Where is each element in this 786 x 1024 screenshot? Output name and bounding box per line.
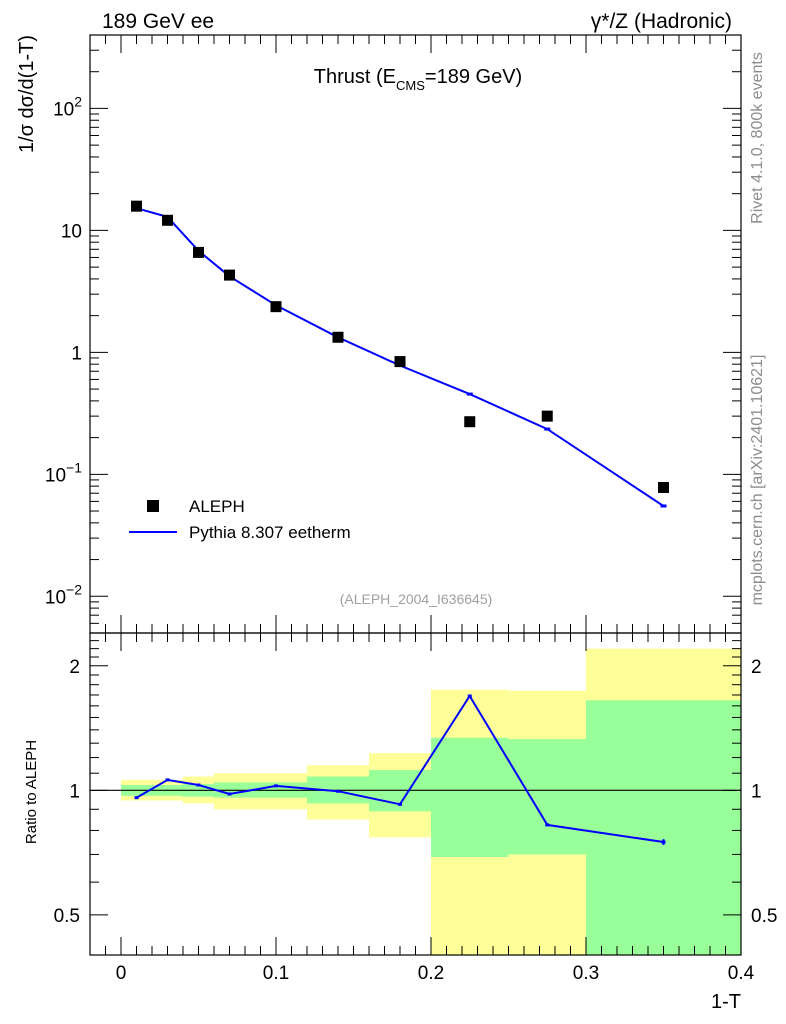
ratio-panel: 0.5 0.51 12 2 0 0.1 0.2 0.3 0.4 Ratio to ALEPH …: [23, 632, 777, 1013]
aleph-point: [193, 246, 204, 258]
main-y-tick-label: 10−2: [45, 581, 82, 608]
header-left: 189 GeV ee: [102, 10, 214, 33]
ratio-y-ticks: 0.5 0.5 1 1 2 2: [54, 632, 777, 956]
main-y-tick-label: 10: [61, 221, 82, 242]
ratio-y-tick-label-right: 2: [751, 657, 762, 678]
ratio-bands: [121, 648, 741, 955]
aleph-point: [270, 301, 282, 313]
header-right: γ*/Z (Hadronic): [591, 10, 732, 33]
tick-exp: 2: [74, 93, 82, 109]
aleph-point: [658, 481, 669, 493]
ratio-line: [136, 694, 664, 843]
main-x-ticks: [89, 35, 742, 633]
ratio-y-tick-label: 2: [69, 657, 80, 678]
main-frame: [89, 34, 742, 634]
tick-exp: −2: [66, 581, 82, 597]
main-title: Thrust (ECMS=189 GeV): [314, 66, 522, 93]
aleph-point: [131, 200, 142, 212]
x-tick-label: 0.2: [418, 963, 444, 984]
aleph-point: [394, 356, 406, 368]
ratio-y-tick-label: 0.5: [54, 906, 80, 927]
main-y-tick-label: 1: [71, 343, 82, 364]
ratio-band-green: [431, 737, 509, 858]
x-axis-label: 1-T: [711, 991, 741, 1013]
aleph-point: [332, 331, 344, 343]
ratio-x-ticks: 0 0.1 0.2 0.3 0.4: [89, 633, 755, 984]
aleph-point: [464, 416, 476, 428]
x-tick-label: 0.3: [573, 963, 599, 984]
tick-base: 10: [53, 99, 74, 120]
mcplots-label: mcplots.cern.ch [arXiv:2401.10621]: [749, 355, 766, 606]
aleph-point: [162, 214, 173, 226]
main-marks: [131, 200, 669, 508]
aleph-point: [541, 410, 553, 422]
x-tick-label: 0.4: [728, 963, 755, 984]
watermark: (ALEPH_2004_I636645): [340, 591, 493, 607]
main-y-tick-label: 102: [53, 93, 82, 120]
x-tick-label: 0: [116, 963, 127, 984]
main-title-pre: Thrust (E: [314, 66, 396, 88]
main-title-sub: CMS: [396, 78, 425, 93]
legend-marker-aleph: [147, 500, 159, 512]
tick-base: 10: [45, 465, 66, 486]
ratio-band-green: [586, 700, 741, 955]
ratio-y-tick-label-right: 1: [751, 781, 762, 802]
tick-base: 10: [45, 587, 66, 608]
main-title-post: =189 GeV): [425, 66, 522, 88]
ratio-band-green: [508, 739, 586, 855]
legend-label-aleph: ALEPH: [189, 497, 245, 516]
ratio-y-tick-label-right: 0.5: [751, 906, 777, 927]
pythia-line: [136, 207, 665, 507]
tick-exp: −1: [66, 459, 82, 475]
x-tick-label: 0.1: [263, 963, 289, 984]
main-y-tick-label: 10−1: [45, 459, 82, 486]
rivet-label: Rivet 4.1.0, 800k events: [749, 52, 766, 224]
ratio-marks: [90, 694, 741, 845]
ratio-y-tick-label: 1: [69, 781, 80, 802]
main-y-label: 1/σ dσ/d(1-T): [16, 35, 38, 153]
aleph-point: [224, 269, 235, 281]
legend: ALEPH Pythia 8.307 eetherm: [129, 497, 351, 542]
legend-label-pythia: Pythia 8.307 eetherm: [189, 523, 351, 542]
ratio-y-label: Ratio to ALEPH: [23, 740, 40, 844]
